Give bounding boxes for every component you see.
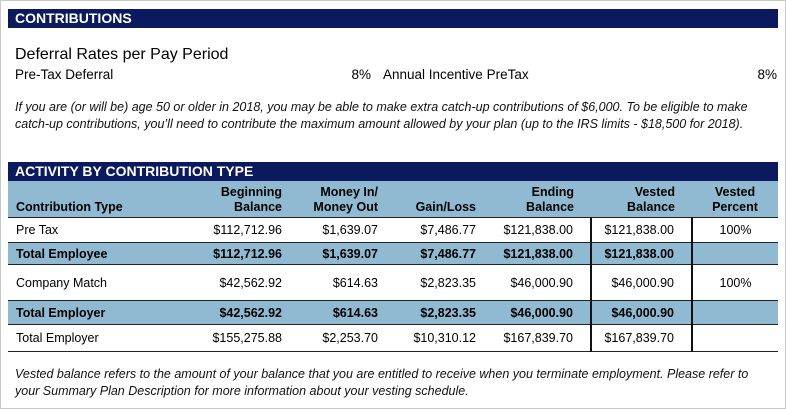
column-header: Vested Balance xyxy=(591,181,692,218)
column-header: Beginning Balance xyxy=(200,181,290,218)
table-cell: $1,639.07 xyxy=(290,242,386,265)
table-cell: Total Employer xyxy=(8,300,200,325)
table-row: Company Match $42,562.92 $614.63 $2,823.35 $… xyxy=(8,264,778,301)
vesting-note: Vested balance refers to the amount of y… xyxy=(15,367,749,398)
section-header: ACTIVITY BY CONTRIBUTION TYPE xyxy=(8,162,778,181)
table-row: Total Employee $112,712.96 $1,639.07 $7,486… xyxy=(8,242,778,265)
table-cell xyxy=(692,242,778,265)
column-header: Ending Balance xyxy=(484,181,591,218)
table-row: Total Employer $42,562.92 $614.63 $2,823.35… xyxy=(8,300,778,325)
table-cell: $121,838.00 xyxy=(591,217,693,243)
table-cell: $112,712.96 xyxy=(200,242,290,265)
table-cell: $167,839.70 xyxy=(591,324,693,352)
table-cell: $7,486.77 xyxy=(386,217,484,243)
table-row: Pre Tax $112,712.96 $1,639.07 $7,486.77 $121… xyxy=(8,217,778,243)
header-line: Balance xyxy=(526,200,574,214)
table-cell: $10,310.12 xyxy=(386,324,484,352)
column-header: Money In/Money Out xyxy=(290,181,386,218)
table-cell: $121,838.00 xyxy=(591,242,693,265)
table-body: Pre Tax $112,712.96 $1,639.07 $7,486.77 $121… xyxy=(8,217,778,352)
table-cell: $614.63 xyxy=(290,300,386,325)
column-header: Vested Percent xyxy=(692,181,778,218)
table-cell: $46,000.90 xyxy=(484,264,592,301)
table-cell: $46,000.90 xyxy=(591,300,693,325)
rate-label: Pre-Tax Deferral xyxy=(15,67,114,82)
catch-up-note: If you are (or will be) age 50 or older … xyxy=(15,100,748,131)
table-cell: 100% xyxy=(692,217,778,243)
table-cell xyxy=(692,300,778,325)
header-line: Money Out xyxy=(313,200,378,214)
table-cell: $2,823.35 xyxy=(386,300,484,325)
table-row: Total Employer $155,275.88 $2,253.70 $10,31… xyxy=(8,324,778,352)
header-line: Percent xyxy=(712,200,758,214)
table-cell: $42,562.92 xyxy=(200,264,290,301)
header-line: Vested xyxy=(634,185,675,199)
table-cell: 100% xyxy=(692,264,778,301)
table-cell: $614.63 xyxy=(290,264,386,301)
table-cell: $42,562.92 xyxy=(200,300,290,325)
table-cell: $46,000.90 xyxy=(484,300,592,325)
activity-table: Contribution Type Beginning Balance Money I… xyxy=(8,181,778,352)
column-header: Contribution Type xyxy=(8,181,200,218)
table-cell: $46,000.90 xyxy=(591,264,693,301)
column-header: Gain/Loss xyxy=(386,181,484,218)
header-line: Money In/ xyxy=(320,185,378,199)
table-cell: $7,486.77 xyxy=(386,242,484,265)
header-line: Ending xyxy=(531,185,574,199)
table-cell: $121,838.00 xyxy=(484,217,592,243)
rate-value: 8% xyxy=(757,67,777,82)
table-cell: Total Employer xyxy=(8,324,200,352)
header-line: Balance xyxy=(627,200,675,214)
table-cell: Company Match xyxy=(8,264,200,301)
table-cell xyxy=(692,324,778,352)
header-line: Contribution Type xyxy=(16,200,123,214)
header-line: Balance xyxy=(234,200,282,214)
header-line: Beginning xyxy=(220,185,282,199)
section-header: CONTRIBUTIONS xyxy=(8,9,778,28)
header-line: Vested xyxy=(714,185,756,199)
table-cell: $112,712.96 xyxy=(200,217,290,243)
table-cell: $2,823.35 xyxy=(386,264,484,301)
table-cell: $2,253.70 xyxy=(290,324,386,352)
table-cell: Total Employee xyxy=(8,242,200,265)
rate-label: Annual Incentive PreTax xyxy=(383,67,529,82)
table-cell: Pre Tax xyxy=(8,217,200,243)
section-title: Deferral Rates per Pay Period xyxy=(15,46,229,63)
table-cell: $121,838.00 xyxy=(484,242,592,265)
rate-value: 8% xyxy=(351,67,371,82)
header-row: Contribution Type Beginning Balance Money I… xyxy=(8,181,778,218)
table-cell: $155,275.88 xyxy=(200,324,290,352)
header-line: Gain/Loss xyxy=(415,200,476,214)
table-cell: $167,839.70 xyxy=(484,324,592,352)
table-cell: $1,639.07 xyxy=(290,217,386,243)
